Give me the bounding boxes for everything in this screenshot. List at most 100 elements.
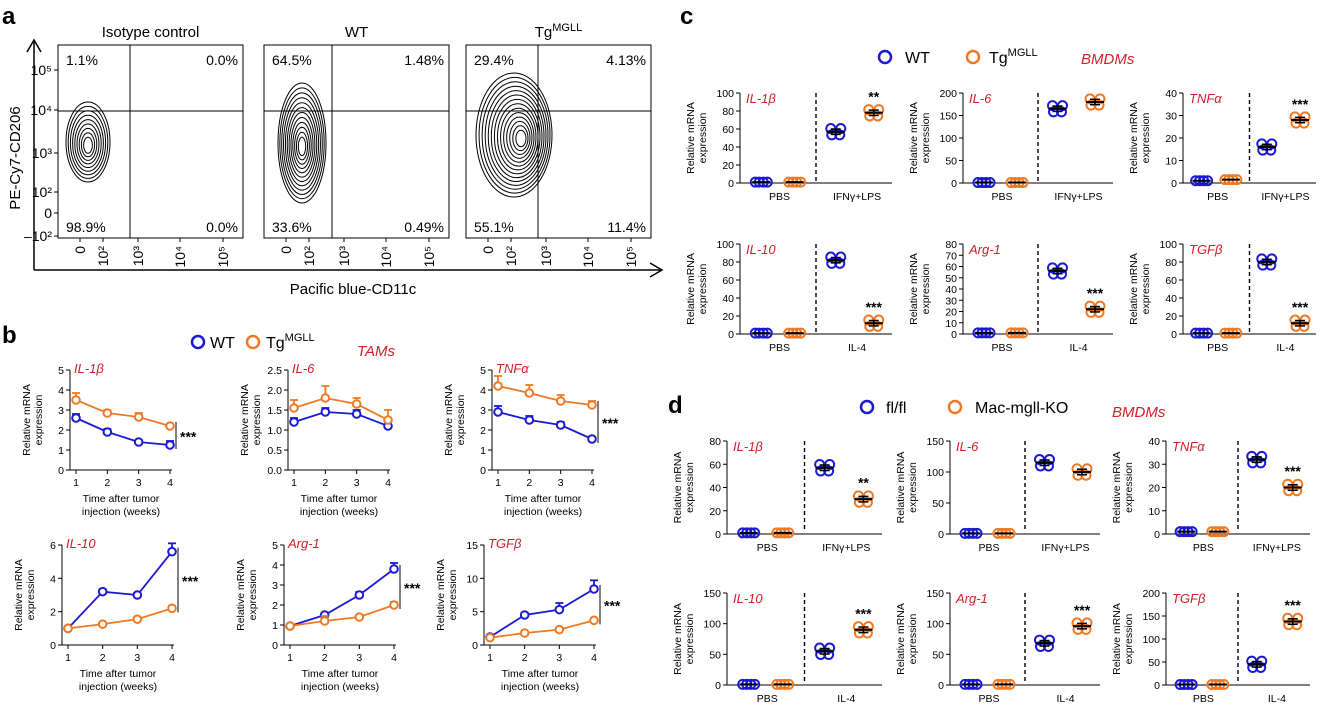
y-tick-label: 20 [722,160,734,172]
y-tick-label: 80 [722,257,734,269]
y-tick-label: 10³ [32,145,53,161]
data-point [554,604,565,615]
series-line [489,588,595,638]
data-point [389,564,399,574]
contour-line [475,72,553,198]
data-point [97,586,108,597]
data-point [167,546,177,557]
data-point [71,395,81,405]
gene-name: TGFβ [1172,591,1206,606]
contour-line [496,103,539,171]
y-tick-label: 4 [58,385,64,397]
y-tick-label: 40 [945,284,957,296]
x-axis-label-2: injection (weeks) [504,506,582,518]
data-point [133,412,144,422]
y-tick-label: 5 [58,365,64,377]
quadrant-ur: 1.48% [404,52,444,68]
legend-tg-text: Tg [266,335,285,352]
y-tick-label: 50 [709,649,721,661]
y-axis-label-1: Relative mRNA [895,452,907,524]
group-label: IFNγ+LPS [1253,542,1301,554]
y-axis-label-1: Relative mRNA [685,102,697,174]
y-tick-label: 100 [939,133,957,145]
x-tick-label: 10⁴ [378,246,394,268]
quadrant-ul: 1.1% [66,52,98,68]
gene-name: IL-1β [74,361,104,376]
x-tick-label: 4 [169,652,175,664]
x-tick-label: 10⁴ [580,246,596,268]
y-tick-label: 10⁵ [31,62,52,78]
x-tick-label: 10² [95,246,111,267]
gene-name: IL-10 [733,591,763,606]
y-tick-label: 0 [472,640,478,652]
y-tick-label: 0 [272,640,278,652]
y-axis-label-2: expression [920,263,932,314]
y-tick-label: 60 [722,275,734,287]
y-tick-label: 150 [1142,611,1160,623]
data-point [289,403,299,413]
gene-name: TGFβ [1189,242,1223,257]
flow-plot-title: TgMGLL [535,22,582,41]
panel-a-label: a [2,3,16,30]
y-tick-label: 1.5 [267,405,282,417]
flow-plot-frame [57,44,244,239]
panel-b-legend: WT TgMGLL TAMs [190,332,396,360]
x-tick-label: 2 [522,652,528,664]
panel-c-legend: WT TgMGLL BMDMs [877,47,1135,68]
group-label: PBS [1207,191,1228,203]
y-tick-label: 20 [709,506,721,518]
data-point [554,624,565,635]
y-tick-label: 40 [722,293,734,305]
y-tick-label: 0 [728,178,734,190]
legend-tg-marker [245,334,261,350]
sig-label: *** [855,605,872,621]
panel-d-legend: fl/fl Mac-mgll-KO BMDMs [859,399,1166,421]
quadrant-ll: 33.6% [272,219,312,235]
y-tick-label: 40 [722,142,734,154]
y-tick-label: 100 [1159,239,1177,251]
x-tick-label: 4 [385,477,391,489]
x-axis-label-2: injection (weeks) [82,506,160,518]
y-axis-label-1: Relative mRNA [685,253,697,325]
y-tick-label: 20 [1148,483,1160,495]
line-chart-IL-6: 0.0 0.5 1.0 1.5 2.0 2.5 1 2 3 4 Time after tumorin… [239,361,393,518]
x-axis-label-1: Time after tumor [83,493,160,505]
x-tick-label: 1 [73,477,79,489]
y-axis-label-1: Relative mRNA [21,384,33,456]
data-point [389,600,399,610]
sig-label: *** [1292,96,1309,112]
y-tick-label: 0 [1154,529,1160,541]
dot-chart-IL-6: 0 50 100 150 Relative mRNA expression IL-6 PBS I… [895,436,1100,554]
y-axis-label-1: Relative mRNA [895,603,907,675]
a-y-arrowhead [26,38,42,53]
x-tick-label: 2 [322,477,328,489]
contour-line [286,107,318,182]
quadrant-lr: 0.0% [206,219,238,235]
y-axis-label-1: Relative mRNA [672,603,684,675]
legend-tg-sup: MGLL [1008,47,1038,59]
group-label: PBS [757,542,778,554]
y-tick-label: 100 [716,88,734,100]
y-tick-label: 10 [1148,506,1160,518]
quadrant-ul: 64.5% [272,52,312,68]
data-point [320,407,331,417]
x-axis-label-2: injection (weeks) [301,681,379,693]
y-axis-label-1: Relative mRNA [443,384,455,456]
sig-label: ** [858,475,869,491]
contour-line [283,97,321,191]
legend-wt-marker [877,49,893,65]
y-axis-label-2: expression [455,394,467,445]
quadrant-ur: 0.0% [206,52,238,68]
gene-name: TNFα [1189,91,1222,106]
contour-line [67,105,109,179]
data-point [351,399,362,409]
contour-line [292,121,312,170]
data-point [97,619,108,629]
y-axis-label-2: expression [907,462,919,513]
data-point [102,427,113,437]
data-point [63,623,73,634]
x-tick-label: 10⁵ [421,246,437,267]
